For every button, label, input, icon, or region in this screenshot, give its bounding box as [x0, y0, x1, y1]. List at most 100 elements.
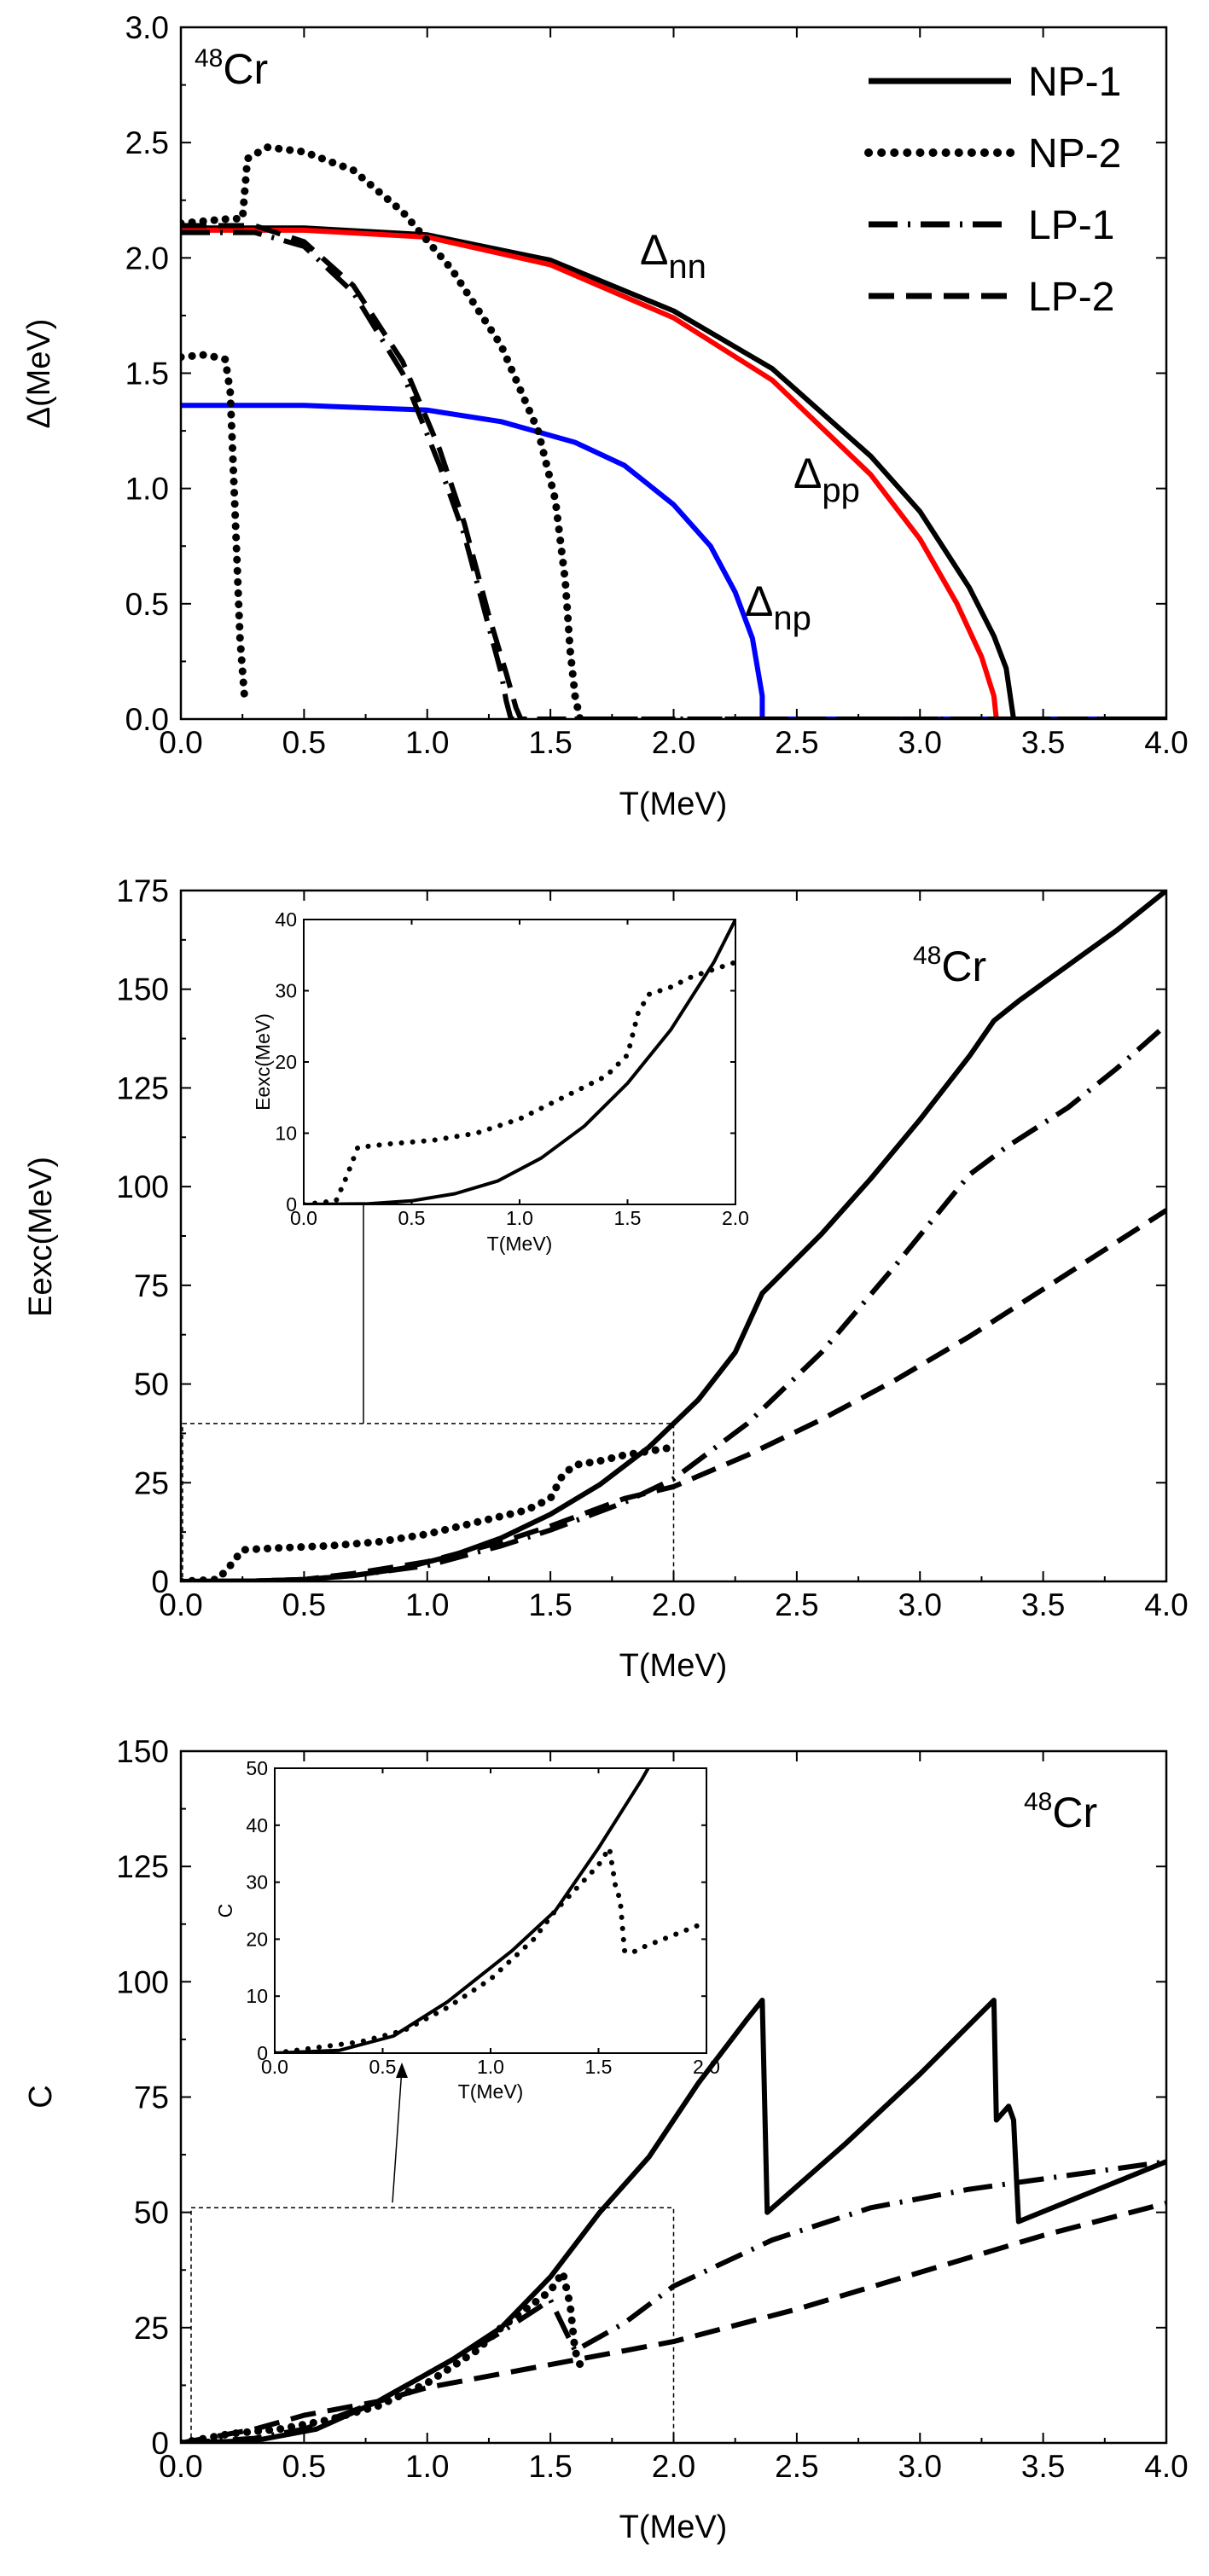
delta-subscript: pp — [822, 472, 860, 509]
x-tick-label: 3.5 — [1021, 2449, 1065, 2484]
delta-symbol: Δ — [745, 577, 773, 625]
nucleus-mass: 48 — [195, 44, 223, 73]
x-tick-label: 4.0 — [1144, 2449, 1188, 2484]
y-tick-label: 0 — [257, 2042, 268, 2064]
nucleus-symbol: Cr — [1052, 1789, 1097, 1836]
y-tick-label: 75 — [134, 2080, 169, 2115]
x-tick-label: 2.0 — [652, 1587, 695, 1622]
exc-inset-np-2-line — [304, 960, 735, 1204]
gap-lp-2-line — [181, 223, 1166, 719]
x-tick-label: 3.0 — [898, 725, 942, 760]
x-tick-label: 0.0 — [159, 725, 202, 760]
nucleus-label: 48Cr — [1024, 1788, 1097, 1836]
nucleus-symbol: Cr — [941, 943, 986, 990]
y-tick-label: 30 — [275, 980, 297, 1002]
inset-background — [304, 920, 735, 1204]
y-tick-label: 20 — [275, 1051, 297, 1073]
y-tick-label: 1.0 — [125, 472, 169, 507]
y-tick-label: 150 — [116, 1734, 169, 1769]
y-axis-label: Eexc(MeV) — [23, 1157, 59, 1317]
plot-frame — [179, 26, 1168, 721]
x-tick-label: 3.0 — [898, 1587, 942, 1622]
y-tick-label: 175 — [116, 873, 169, 908]
heat-lp-2-line — [181, 2200, 1166, 2443]
nucleus-symbol: Cr — [223, 45, 268, 93]
delta-subscript: nn — [668, 248, 706, 286]
legend: NP-1 NP-2 LP-1 LP-2 — [864, 60, 1121, 320]
x-tick-label: 1.5 — [585, 2056, 613, 2078]
x-tick-label: 3.5 — [1021, 725, 1065, 760]
heat-inset: 0.0 0.5 1.0 1.5 2.0 0 10 20 30 40 50 T(MeV) C — [214, 1757, 720, 2103]
x-tick-label: 2.0 — [652, 2449, 695, 2484]
y-tick-label: 25 — [134, 1465, 169, 1500]
exc-lp-2-line — [181, 1208, 1166, 1581]
delta-symbol: Δ — [793, 450, 822, 497]
y-tick-label: 150 — [116, 972, 169, 1007]
inset-background — [275, 1768, 706, 2053]
curve-label-delta-pp: Δpp — [793, 450, 860, 509]
zoom-arrow — [392, 2068, 403, 2203]
exc-panel: 0.0 0.5 1.0 1.5 2.0 2.5 3.0 3.5 4.0 0 25 50 75 100 125… — [23, 873, 1189, 1684]
zoom-region — [182, 1423, 675, 1582]
heat-panel: 0.0 0.5 1.0 1.5 2.0 2.5 3.0 3.5 4.00255075100125… — [23, 1734, 1189, 2545]
x-tick-label: 0.0 — [290, 1207, 317, 1229]
x-axis-label: T(MeV) — [619, 1648, 728, 1684]
inset-y-axis-label: Eexc(MeV) — [252, 1013, 274, 1111]
inset-x-axis-label: T(MeV) — [487, 1233, 553, 1255]
x-tick-label: 0.5 — [282, 725, 326, 760]
x-tick-label: 0.5 — [369, 2056, 397, 2078]
y-tick-label: 2.5 — [125, 125, 169, 160]
y-tick-label: 0.0 — [125, 702, 169, 737]
x-tick-label: 0.0 — [261, 2056, 288, 2078]
gap-np-1-line — [181, 227, 1166, 719]
x-tick-label: 2.5 — [775, 2449, 818, 2484]
x-tick-label: 3.5 — [1021, 1587, 1065, 1622]
y-tick-label: 0.5 — [125, 587, 169, 622]
y-tick-label: 20 — [246, 1928, 268, 1950]
inset-y-axis-label: C — [214, 1904, 236, 1918]
y-tick-label: 100 — [116, 1169, 169, 1204]
x-tick-label: 1.0 — [477, 2056, 504, 2078]
legend-entry-np-2: NP-2 — [1028, 131, 1121, 177]
x-tick-label: 0.5 — [398, 1207, 426, 1229]
y-tick-label: 40 — [275, 908, 297, 931]
y-tick-label: 3.0 — [125, 10, 169, 45]
y-tick-label: 10 — [275, 1123, 297, 1145]
x-tick-label: 4.0 — [1144, 1587, 1188, 1622]
x-tick-label: 2.0 — [693, 2056, 720, 2078]
x-tick-label: 2.0 — [722, 1207, 749, 1229]
exc-inset: 0.0 0.5 1.0 1.5 2.0 0 10 20 30 40 T(MeV) Eexc(MeV) — [252, 908, 749, 1255]
y-tick-label: 2.0 — [125, 241, 169, 276]
gap-np-2-line — [181, 143, 584, 719]
gap-np-2-line — [181, 351, 249, 707]
y-tick-label: 75 — [134, 1268, 169, 1303]
x-tick-label: 1.5 — [614, 1207, 642, 1229]
y-tick-label: 125 — [116, 1070, 169, 1105]
gap-panel: 0.0 0.5 1.0 1.5 2.0 2.5 3.0 3.5 4.0 0.0 0.5 1.0 1.5 2… — [21, 10, 1189, 822]
x-tick-label: 1.0 — [405, 2449, 449, 2484]
y-tick-label: 0 — [286, 1193, 297, 1215]
nucleus-mass: 48 — [913, 942, 941, 970]
y-tick-label: 100 — [116, 1964, 169, 1999]
gap-np-1-line — [181, 225, 1166, 719]
x-tick-label: 0.5 — [282, 2449, 326, 2484]
x-tick-label: 2.5 — [775, 1587, 818, 1622]
y-tick-label: 10 — [246, 1985, 268, 2007]
y-tick-label: 50 — [134, 1367, 169, 1402]
x-tick-label: 2.5 — [775, 725, 818, 760]
nucleus-label: 48Cr — [195, 44, 268, 93]
gap-np-1-line — [181, 403, 1166, 719]
y-axis-label: Δ(MeV) — [21, 319, 57, 429]
x-tick-label: 1.5 — [528, 2449, 572, 2484]
y-tick-label: 40 — [246, 1814, 268, 1836]
x-tick-label: 1.0 — [506, 1207, 533, 1229]
x-axis-label: T(MeV) — [619, 2509, 728, 2545]
zoom-arrow-head — [396, 2063, 408, 2078]
x-tick-label: 2.0 — [652, 725, 695, 760]
x-tick-label: 1.0 — [405, 1587, 449, 1622]
heat-lp-1-line — [181, 2159, 1166, 2443]
delta-subscript: np — [773, 600, 811, 637]
y-axis-label: C — [23, 2085, 59, 2108]
y-tick-label: 50 — [246, 1757, 268, 1779]
